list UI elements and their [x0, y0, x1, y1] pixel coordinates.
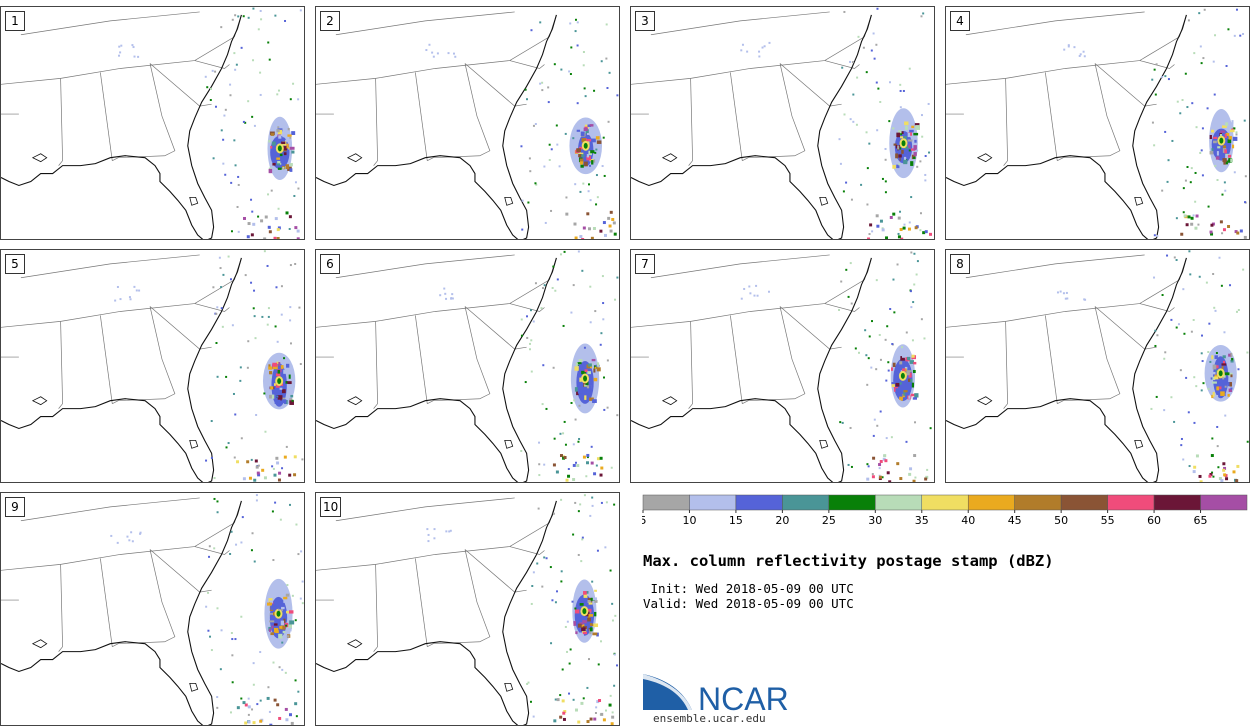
base-map	[1, 250, 304, 482]
ncar-swoosh-icon	[643, 674, 692, 710]
postage-stamp-panel: 6	[315, 249, 620, 483]
base-map	[946, 8, 1247, 239]
colorbar-tick-label: 40	[961, 514, 975, 526]
colorbar-segment	[828, 494, 876, 511]
ensemble-url: ensemble.ucar.edu	[653, 712, 766, 725]
base-map	[316, 494, 619, 725]
postage-stamp-panel: 8	[945, 249, 1250, 483]
ncar-logo: NCAR	[643, 674, 789, 717]
init-time: Init: Wed 2018-05-09 00 UTC	[643, 581, 854, 596]
base-map	[1, 7, 302, 239]
postage-stamp-panel: 10	[315, 492, 620, 726]
colorbar-tick-label: 20	[775, 514, 789, 526]
colorbar-segment	[735, 494, 783, 511]
base-map	[946, 250, 1249, 482]
colorbar-tick-label: 50	[1054, 514, 1068, 526]
postage-stamp-panel: 1	[0, 6, 305, 240]
reflectivity-colorbar: 5 10 15 20 25 30 35 40 45 50 55 60 65	[642, 494, 1248, 526]
postage-stamp-panel: 4	[945, 6, 1250, 240]
colorbar-segment	[875, 494, 923, 511]
member-number: 1	[5, 11, 25, 31]
colorbar-segment	[689, 494, 737, 511]
colorbar-segment	[921, 494, 969, 511]
colorbar-segment	[642, 494, 690, 511]
colorbar-segment	[1153, 494, 1201, 511]
colorbar-tick-label: 60	[1147, 514, 1161, 526]
base-map	[316, 250, 619, 482]
colorbar-tick-label: 15	[729, 514, 743, 526]
chart-title: Max. column reflectivity postage stamp (…	[643, 552, 1054, 570]
member-number: 2	[320, 11, 340, 31]
ncar-logo-text: NCAR	[698, 681, 789, 717]
colorbar-tick-label: 30	[868, 514, 882, 526]
member-number: 8	[950, 254, 970, 274]
colorbar-tick-label: 35	[915, 514, 929, 526]
colorbar-tick-label: 55	[1101, 514, 1115, 526]
postage-stamp-panel: 9	[0, 492, 305, 726]
valid-time: Valid: Wed 2018-05-09 00 UTC	[643, 596, 854, 611]
postage-stamp-panel: 5	[0, 249, 305, 483]
colorbar-segment	[967, 494, 1015, 511]
member-number: 10	[320, 497, 342, 517]
colorbar-segment	[1200, 494, 1248, 511]
colorbar-tick-label: 45	[1008, 514, 1022, 526]
base-map	[1, 494, 304, 725]
colorbar-segment	[782, 494, 830, 511]
member-number: 3	[635, 11, 655, 31]
colorbar-segment	[1060, 494, 1108, 511]
member-number: 4	[950, 11, 970, 31]
base-map	[631, 7, 933, 239]
colorbar-tick-label: 5	[642, 514, 647, 526]
colorbar-tick-label: 10	[682, 514, 696, 526]
base-map	[631, 251, 932, 482]
member-number: 5	[5, 254, 25, 274]
colorbar-tick-label: 65	[1194, 514, 1208, 526]
colorbar-segment	[1014, 494, 1062, 511]
colorbar-segment	[1107, 494, 1155, 511]
member-number: 6	[320, 254, 340, 274]
member-number: 9	[5, 497, 25, 517]
postage-stamp-panel: 7	[630, 249, 935, 483]
base-map	[316, 11, 619, 239]
postage-stamp-panel: 3	[630, 6, 935, 240]
postage-stamp-panel: 2	[315, 6, 620, 240]
member-number: 7	[635, 254, 655, 274]
colorbar-tick-label: 25	[822, 514, 836, 526]
